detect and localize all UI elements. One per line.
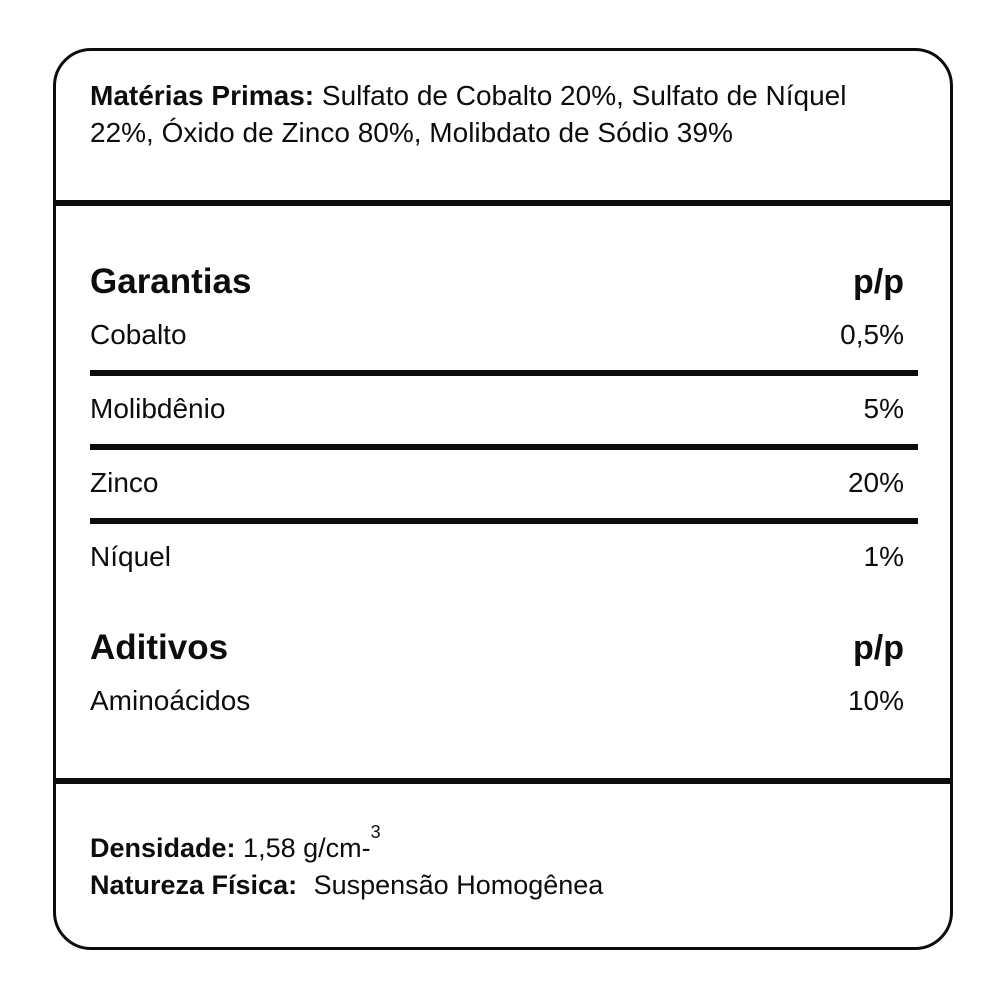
guarantees-title: Garantias [90,262,252,301]
additives-unit: p/p [853,629,904,667]
physical-nature-label: Natureza Física: [90,870,298,900]
raw-materials-list: Sulfato de Cobalto 20%, Sulfato de Níque… [90,80,847,148]
table-row: Níquel 1% [90,524,918,592]
guarantees-header: Garantias p/p [90,206,918,302]
table-row: Aminoácidos 10% [90,668,918,736]
raw-materials-section: Matérias Primas: Sulfato de Cobalto 20%,… [56,51,950,206]
row-name: Zinco [90,467,159,498]
row-value: 5% [863,393,904,424]
row-name: Níquel [90,541,171,572]
footer-section: Densidade: 1,58 g/cm-3 Natureza Física: … [56,784,950,904]
density-exponent: 3 [370,822,381,842]
physical-nature-line: Natureza Física: Suspensão Homogênea [90,867,910,904]
table-row: Molibdênio 5% [90,376,918,450]
additives-header: Aditivos p/p [90,592,918,668]
row-name: Cobalto [90,319,187,350]
raw-materials-title: Matérias Primas: [90,80,315,111]
row-value: 1% [863,541,904,572]
row-value: 0,5% [840,319,904,350]
density-line: Densidade: 1,58 g/cm-3 [90,823,910,867]
raw-materials-text: Matérias Primas: Sulfato de Cobalto 20%,… [90,77,910,151]
density-label: Densidade: [90,833,236,863]
guarantees-unit: p/p [853,263,904,301]
density-value: 1,58 g/cm- [235,833,371,863]
row-name: Aminoácidos [90,685,251,716]
row-name: Molibdênio [90,393,226,424]
guarantees-section: Garantias p/p Cobalto 0,5% Molibdênio 5%… [56,206,950,784]
product-label: Matérias Primas: Sulfato de Cobalto 20%,… [53,48,953,950]
table-row: Cobalto 0,5% [90,302,918,376]
row-value: 20% [847,467,904,498]
table-row: Zinco 20% [90,450,918,524]
row-value: 10% [847,685,904,716]
physical-nature-value: Suspensão Homogênea [313,870,604,900]
additives-title: Aditivos [90,628,229,667]
